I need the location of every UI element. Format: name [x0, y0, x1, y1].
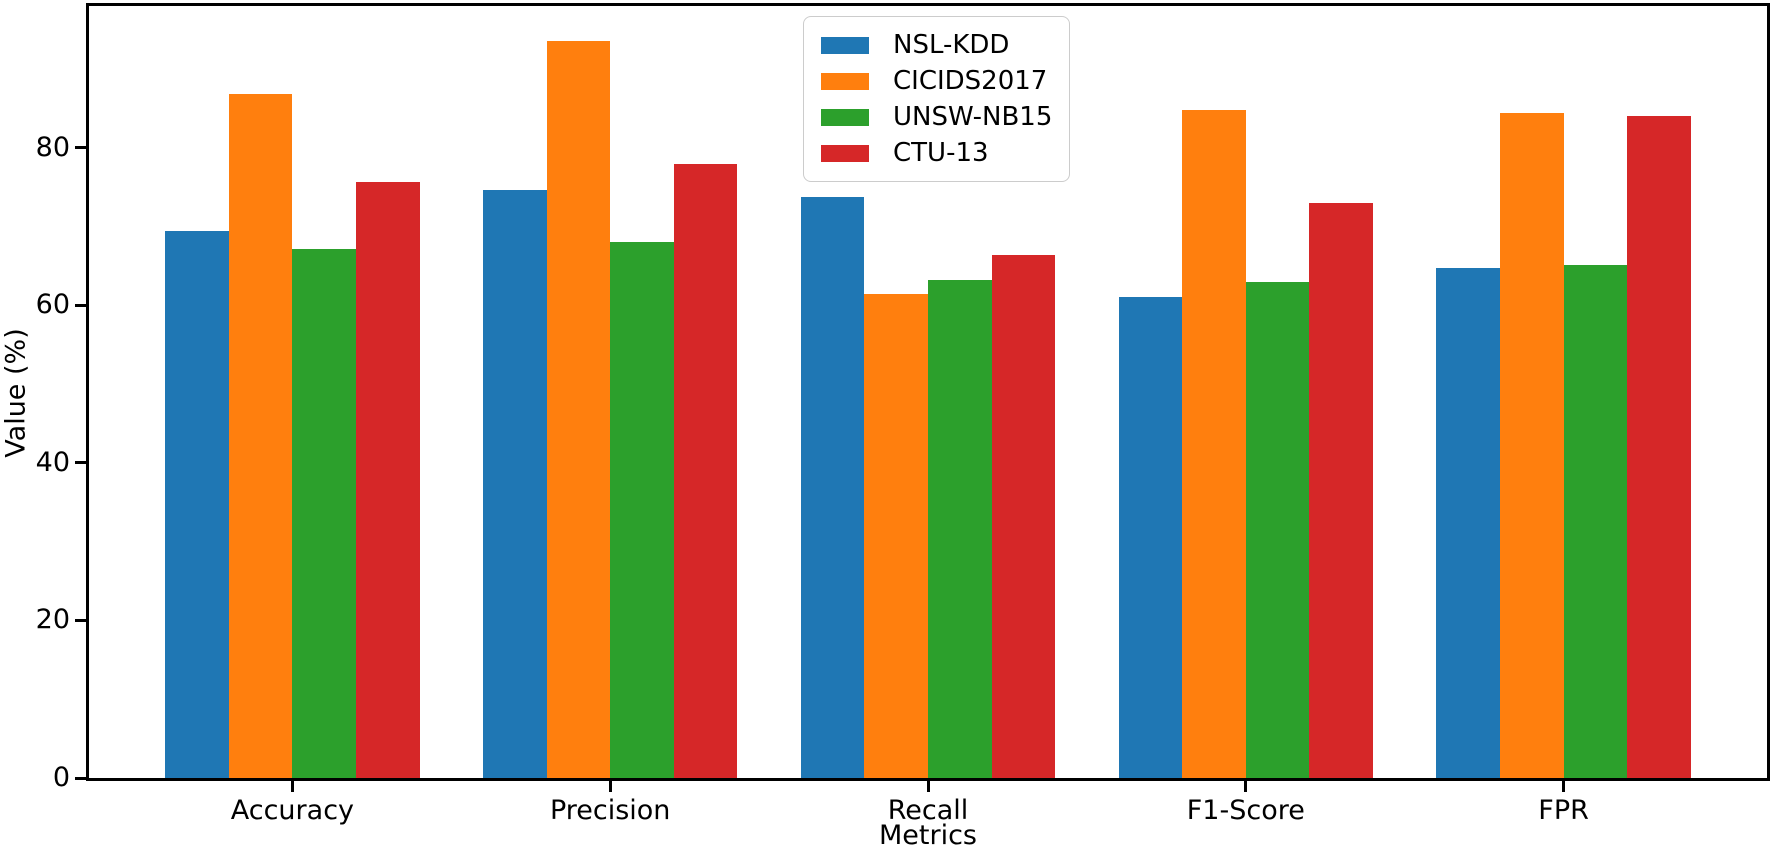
legend-swatch-icon-cicids2017 — [821, 72, 869, 90]
bar-accuracy-ctu-13 — [355, 182, 420, 778]
y-tick-label-0: 0 — [52, 762, 70, 793]
x-tick-mark-accuracy — [290, 781, 294, 792]
bar-f1-score-nsl-kdd — [1118, 296, 1183, 778]
x-tick-mark-recall — [926, 781, 930, 792]
x-tick-label-f1-score: F1-Score — [1186, 795, 1305, 826]
legend-label-unsw-nb15: UNSW-NB15 — [893, 102, 1053, 132]
legend-label-nsl-kdd: NSL-KDD — [893, 30, 1010, 60]
legend-box: NSL-KDD CICIDS2017 UNSW-NB15 CTU-13 — [803, 16, 1071, 182]
bar-fpr-cicids2017 — [1500, 113, 1564, 778]
x-tick-label-accuracy: Accuracy — [230, 795, 355, 826]
bar-accuracy-nsl-kdd — [165, 231, 229, 778]
bar-recall-nsl-kdd — [800, 197, 865, 778]
bar-precision-ctu-13 — [673, 163, 738, 778]
y-axis-label: Value (%) — [0, 328, 32, 458]
legend-label-ctu-13: CTU-13 — [893, 138, 989, 168]
bar-fpr-nsl-kdd — [1436, 267, 1501, 778]
legend-swatch-icon-ctu-13 — [821, 144, 869, 162]
y-tick-mark-60 — [75, 303, 86, 307]
x-axis-label: Metrics — [878, 820, 978, 851]
bar-precision-nsl-kdd — [483, 189, 547, 778]
y-tick-label-20: 20 — [35, 604, 70, 636]
y-tick-mark-80 — [75, 146, 86, 150]
y-tick-label-80: 80 — [35, 131, 70, 163]
bar-fpr-ctu-13 — [1627, 115, 1691, 778]
x-tick-label-precision: Precision — [549, 795, 671, 826]
legend-label-cicids2017: CICIDS2017 — [893, 66, 1048, 96]
legend-item-nsl-kdd: NSL-KDD — [821, 27, 1052, 63]
bar-recall-ctu-13 — [991, 254, 1056, 778]
y-tick-label-60: 60 — [35, 289, 70, 321]
x-tick-mark-f1-score — [1244, 781, 1248, 792]
x-tick-mark-fpr — [1562, 781, 1566, 792]
bar-f1-score-cicids2017 — [1182, 109, 1246, 778]
legend-item-unsw-nb15: UNSW-NB15 — [821, 99, 1052, 135]
bar-fpr-unsw-nb15 — [1563, 265, 1628, 778]
x-tick-mark-precision — [608, 781, 612, 792]
legend-item-cicids2017: CICIDS2017 — [821, 63, 1052, 99]
bar-accuracy-cicids2017 — [228, 94, 293, 778]
x-tick-label-fpr: FPR — [1538, 795, 1589, 826]
bar-recall-unsw-nb15 — [928, 280, 992, 778]
y-tick-mark-40 — [75, 461, 86, 465]
legend-swatch-icon-nsl-kdd — [821, 36, 869, 54]
bars-container — [89, 6, 1767, 778]
legend-swatch-icon-unsw-nb15 — [821, 108, 869, 126]
bar-f1-score-unsw-nb15 — [1245, 281, 1310, 778]
bar-precision-unsw-nb15 — [610, 242, 674, 778]
bar-accuracy-unsw-nb15 — [292, 249, 356, 778]
legend-item-ctu-13: CTU-13 — [821, 135, 1052, 171]
y-tick-mark-20 — [75, 618, 86, 622]
bar-recall-cicids2017 — [864, 294, 928, 778]
bar-f1-score-ctu-13 — [1309, 202, 1373, 778]
bar-precision-cicids2017 — [546, 41, 611, 778]
y-tick-mark-0 — [75, 776, 86, 780]
